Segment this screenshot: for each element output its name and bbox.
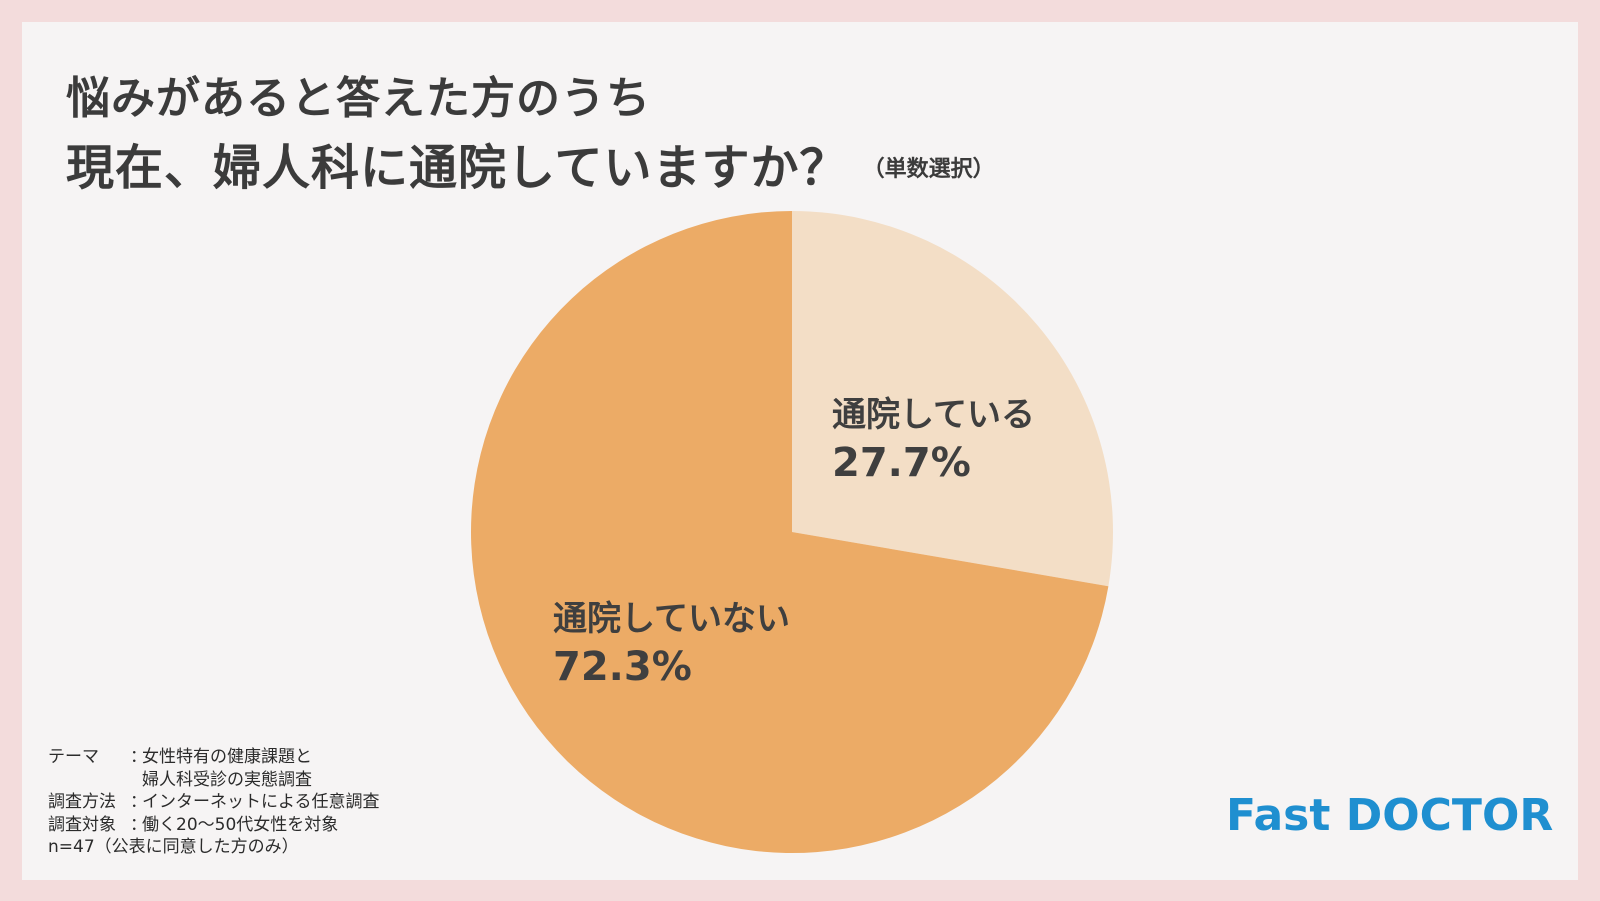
pie-labels: 通院している 27.7% 通院していない 72.3% (553, 395, 1035, 690)
survey-target-separator: ： (130, 814, 147, 835)
fast-doctor-logo: Fast DOCTOR (1226, 790, 1554, 841)
slice-label-visiting: 通院している (832, 395, 1035, 435)
chart-title-line2: 現在、婦人科に通院していますか？ （単数選択） (66, 128, 995, 198)
survey-theme-separator: ： (130, 747, 147, 767)
survey-sample-size: n=47（公表に同意した方のみ） (48, 837, 299, 857)
slice-value-visiting: 27.7% (832, 440, 971, 486)
chart-subtitle: （単数選択） (862, 157, 995, 182)
pie-slice-not-visiting (471, 211, 1109, 854)
survey-target-value: 働く20〜50代女性を対象 (142, 814, 339, 835)
chart-title-line1: 悩みがあると答えた方のうち (66, 73, 651, 124)
survey-target-key: 調査対象 (48, 814, 116, 835)
survey-theme-row: テーマ ： 女性特有の健康課題と 婦人科受診の実態調査 (48, 746, 380, 791)
survey-method-row: 調査方法 ： インターネットによる任意調査 (48, 791, 380, 814)
chart-title-question: 現在、婦人科に通院していますか？ (66, 140, 849, 196)
survey-method-value: インターネットによる任意調査 (142, 792, 380, 812)
survey-theme-key: テーマ (48, 747, 99, 767)
survey-target-row: 調査対象 ： 働く20〜50代女性を対象 (48, 814, 380, 837)
pie-slices (471, 211, 1114, 854)
survey-info: テーマ ： 女性特有の健康課題と 婦人科受診の実態調査 調査方法 ： インターネ… (48, 746, 380, 859)
slice-value-not-visiting: 72.3% (553, 644, 692, 690)
slice-label-not-visiting: 通院していない (553, 599, 790, 639)
survey-theme-line1: 女性特有の健康課題と (142, 747, 312, 767)
survey-theme-line2: 婦人科受診の実態調査 (142, 769, 312, 790)
survey-sample-row: n=47（公表に同意した方のみ） (48, 836, 380, 859)
survey-method-key: 調査方法 (48, 792, 116, 812)
pie-slice-visiting (792, 211, 1114, 587)
survey-method-separator: ： (130, 792, 147, 812)
